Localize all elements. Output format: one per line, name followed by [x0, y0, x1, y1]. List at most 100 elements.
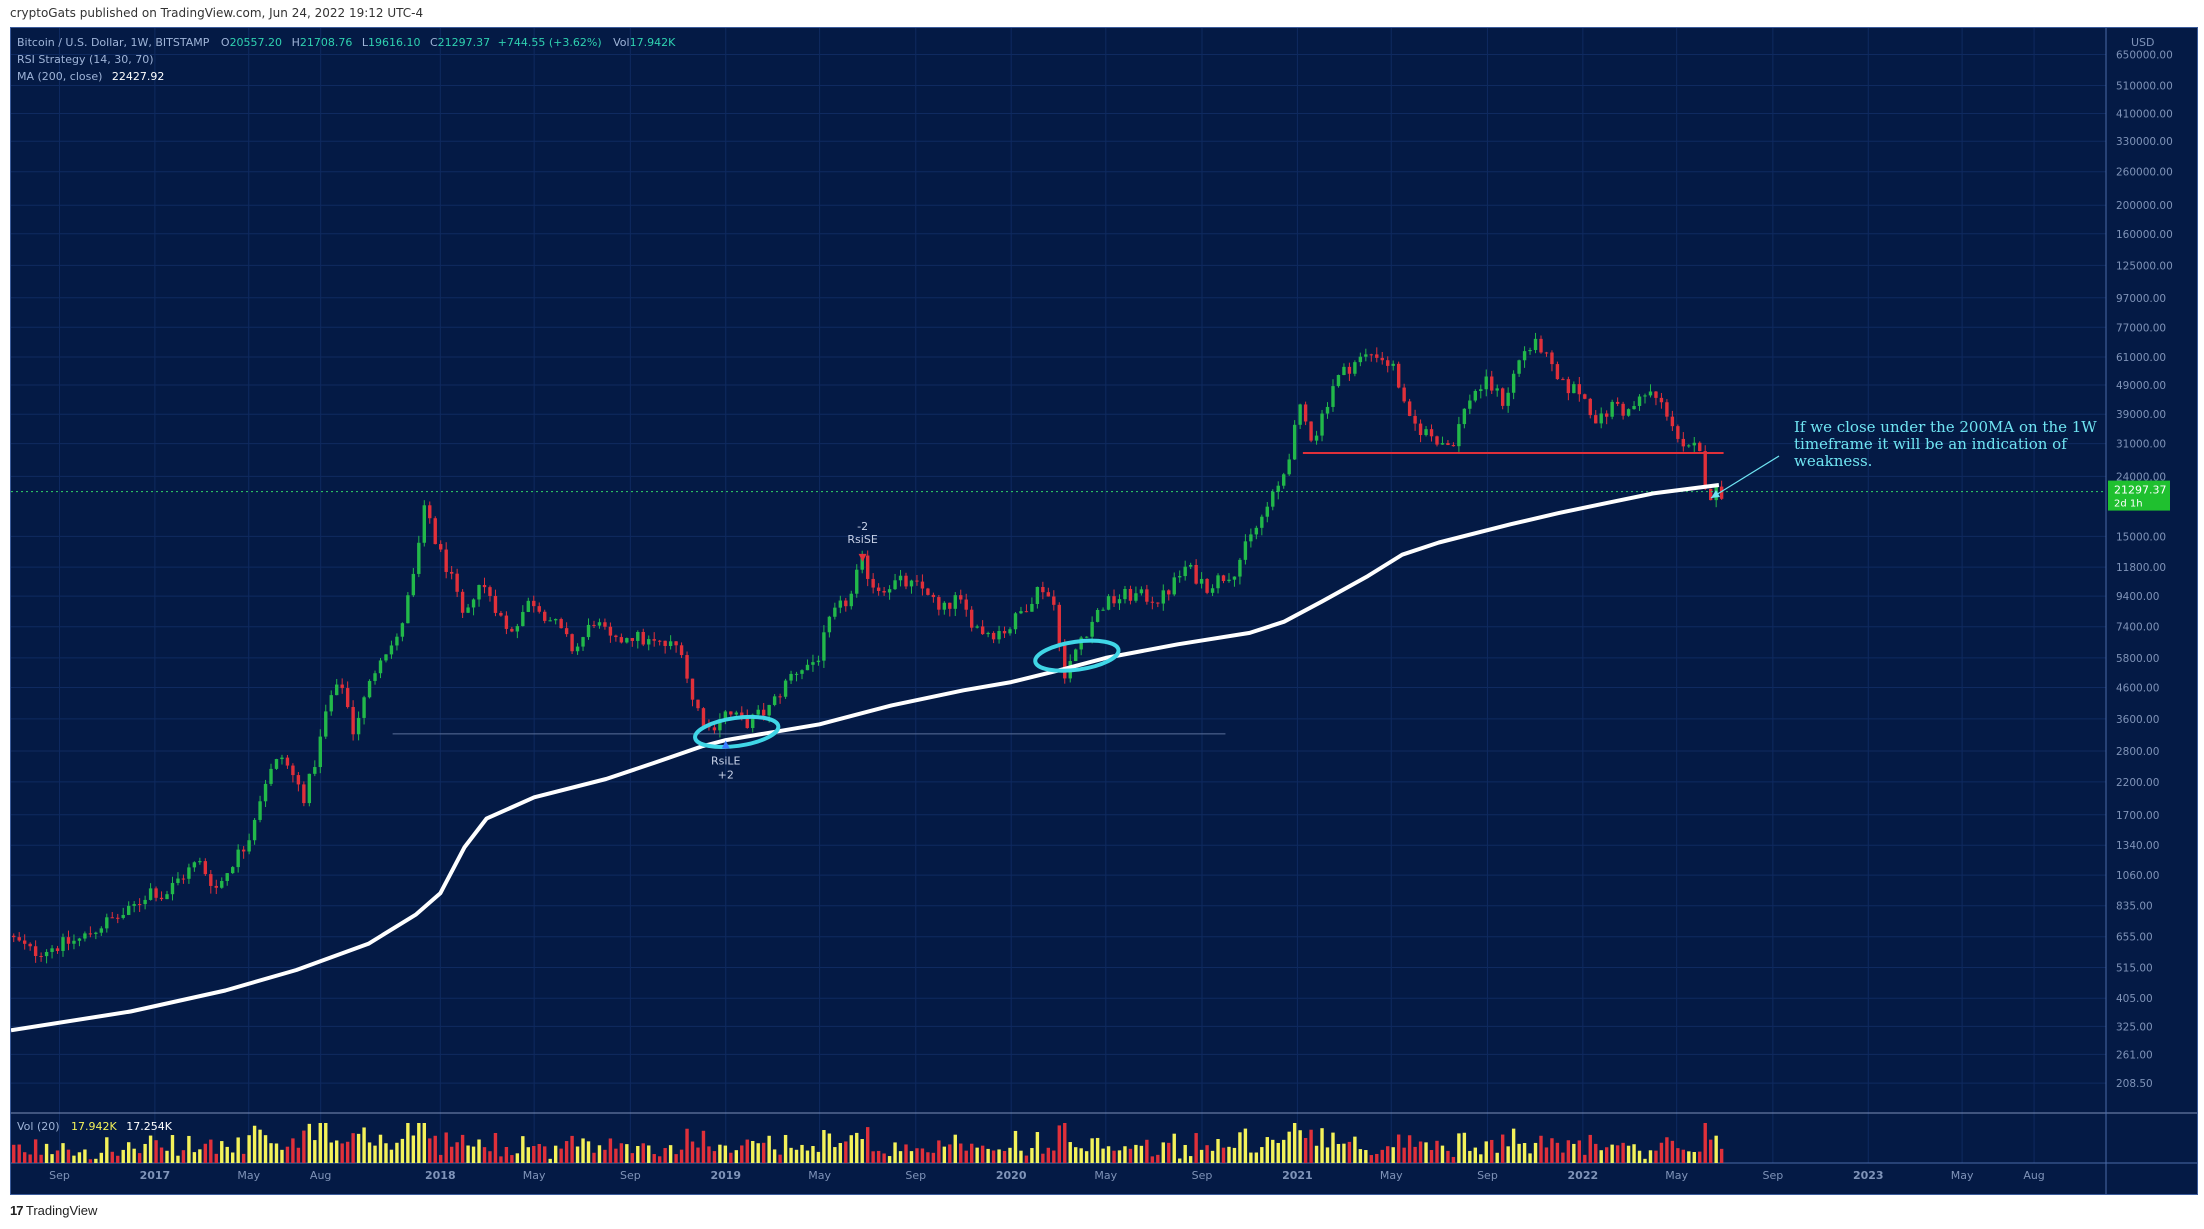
volume-bar [734, 1150, 739, 1163]
candle-body [876, 587, 881, 591]
time-tick-label: 2021 [1282, 1169, 1313, 1182]
time-tick-label: Sep [49, 1169, 70, 1182]
volume-bar [767, 1135, 771, 1163]
candle-body [1495, 388, 1499, 391]
candle-body [170, 882, 175, 895]
vol-label: Vol [613, 36, 630, 49]
candle-body [378, 660, 383, 674]
price-tick-label: 49000.00 [2116, 380, 2166, 392]
volume-bar [17, 1144, 21, 1163]
candle-body [181, 878, 186, 880]
candle-body [1325, 406, 1330, 414]
candle-body [619, 637, 624, 643]
candle-body [553, 619, 558, 621]
volume-bar [745, 1139, 749, 1163]
volume-bar [422, 1123, 426, 1163]
volume-bar [827, 1133, 832, 1163]
candle-body [110, 917, 114, 919]
volume-bar [302, 1130, 306, 1163]
open-value: 20557.20 [229, 36, 283, 49]
price-tick-label: 650000.00 [2116, 50, 2173, 62]
volume-bar [1440, 1145, 1445, 1163]
candle-body [1654, 391, 1658, 398]
volume-bar [1522, 1143, 1527, 1163]
volume-bar [296, 1147, 301, 1163]
rsi-strategy-legend[interactable]: RSI Strategy (14, 30, 70) [17, 53, 154, 66]
candle-body [1117, 599, 1122, 604]
volume-bar [220, 1141, 224, 1163]
ma-legend[interactable]: MA (200, close) 22427.92 [17, 70, 164, 83]
volume-bar [187, 1135, 191, 1163]
candle-body [1057, 604, 1061, 645]
candle-body [822, 632, 826, 661]
candle-body [898, 575, 903, 581]
candle-body [1260, 516, 1264, 528]
candle-body [504, 615, 509, 629]
volume-bar [783, 1134, 788, 1163]
volume-bar [504, 1146, 509, 1163]
candle-body [970, 609, 974, 628]
candle-body [203, 861, 208, 875]
volume-bar [449, 1146, 454, 1163]
candle-body [225, 873, 229, 882]
candle-body [1287, 459, 1291, 475]
volume-bar [548, 1158, 552, 1163]
candle-body [231, 867, 235, 874]
tradingview-logo-icon: 17 [10, 1203, 24, 1218]
candle-body [335, 684, 339, 696]
candle-body [1292, 424, 1297, 460]
candle-body [1243, 541, 1248, 560]
candle-body [444, 549, 448, 572]
volume-bar [252, 1125, 257, 1163]
volume-bar [526, 1147, 530, 1163]
candle-body [1703, 451, 1707, 489]
volume-bar [116, 1155, 120, 1163]
candle-body [1128, 588, 1133, 601]
volume-bar [395, 1142, 399, 1163]
candle-body [17, 937, 21, 941]
candle-body [220, 881, 224, 888]
volume-bar [909, 1151, 914, 1163]
volume-bar [723, 1145, 728, 1163]
candle-body [373, 673, 377, 681]
candle-body [499, 612, 503, 616]
candle-body [1095, 609, 1100, 622]
candle-body [406, 595, 410, 624]
volume-bar [159, 1147, 164, 1163]
volume-bar [510, 1155, 514, 1163]
volume-bar [99, 1152, 104, 1163]
volume-bar [137, 1153, 142, 1163]
chart-panel[interactable]: -2 RsiSE RsiLE +2 650000.00 510000.00 410000.… [10, 27, 2198, 1195]
candle-body [991, 632, 996, 640]
volume-bar [1654, 1150, 1658, 1163]
candle-body [1167, 590, 1171, 595]
volume-bar [1331, 1132, 1335, 1163]
candle-body [247, 840, 251, 852]
volume-bar [1041, 1153, 1045, 1163]
volume-bar [1566, 1140, 1571, 1163]
candle-body [1659, 397, 1664, 403]
volume-bar [1336, 1143, 1341, 1163]
volume-bar [608, 1138, 613, 1163]
tradingview-footer[interactable]: 17 TradingView [10, 1203, 97, 1218]
symbol-legend[interactable]: Bitcoin / U.S. Dollar, 1W, BITSTAMP O205… [17, 36, 675, 49]
last-price-box [2108, 480, 2170, 511]
volume-bar [165, 1150, 169, 1163]
volume-bar [1703, 1123, 1707, 1163]
candle-body [1424, 429, 1428, 436]
candle-body [1210, 588, 1215, 593]
open-label: O [220, 36, 230, 49]
volume-bar [170, 1135, 175, 1163]
volume-bar [1714, 1135, 1718, 1163]
candle-body [1008, 629, 1012, 634]
volume-bar [811, 1145, 815, 1163]
volume-bar [1079, 1148, 1083, 1163]
time-tick-label: 2020 [996, 1169, 1027, 1182]
volume-bar [340, 1143, 344, 1163]
volume-bar [132, 1148, 136, 1163]
candle-body [805, 664, 810, 671]
volume-legend[interactable]: Vol (20) 17.942K 17.254K [17, 1120, 172, 1133]
candle-body [865, 555, 870, 579]
volume-bar [647, 1145, 651, 1163]
